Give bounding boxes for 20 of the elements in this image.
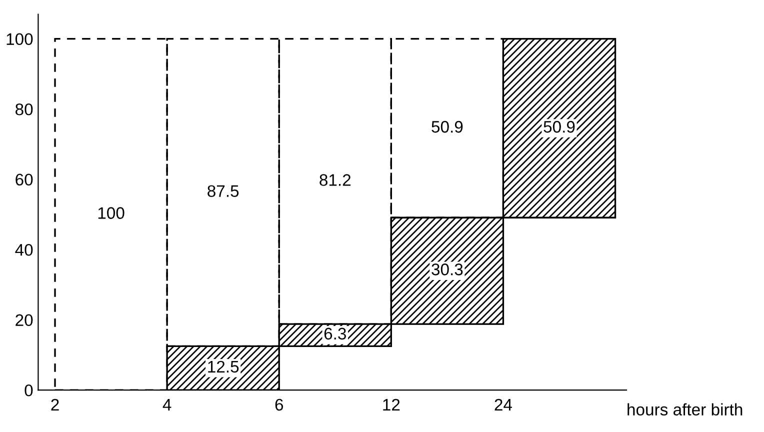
x-tick-label: 12 xyxy=(383,398,400,411)
data-label: 50.9 xyxy=(432,120,463,133)
x-tick-label: 6 xyxy=(275,398,284,411)
x-tick-label: 2 xyxy=(51,398,59,411)
data-label: 12.5 xyxy=(208,360,239,373)
y-tick-label: 40 xyxy=(15,244,33,256)
y-tick-label: 80 xyxy=(16,103,33,116)
data-label: 87.5 xyxy=(208,185,239,197)
x-tick-label: 24 xyxy=(494,398,512,411)
y-tick-label: 0 xyxy=(24,384,33,396)
data-label: 6.3 xyxy=(324,328,346,340)
y-tick-label: 60 xyxy=(16,174,33,186)
x-axis-title: hours after birth xyxy=(628,403,742,416)
y-tick-label: 100 xyxy=(6,33,33,46)
data-label: 81.2 xyxy=(320,174,351,186)
data-label: 50.9 xyxy=(544,120,575,133)
data-label: 30.3 xyxy=(432,264,463,276)
x-tick-label: 4 xyxy=(162,399,172,411)
data-label: 100 xyxy=(98,207,124,219)
y-tick-label: 20 xyxy=(16,314,33,326)
